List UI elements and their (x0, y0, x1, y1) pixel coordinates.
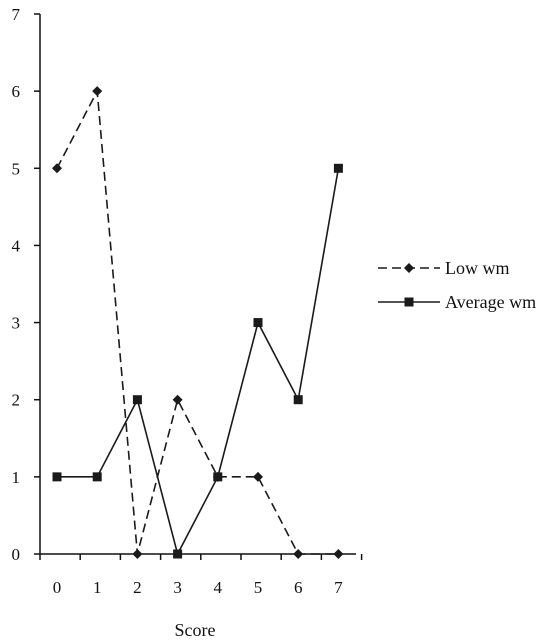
x-tick-label: 3 (173, 578, 182, 597)
data-point (293, 549, 304, 559)
series-line (56, 88, 339, 555)
data-point (253, 471, 263, 482)
x-axis-ticks: 0 1 2 3 4 5 6 7 (39, 554, 363, 597)
y-tick-label: 3 (12, 314, 21, 333)
legend-label: Low wm (445, 258, 510, 278)
legend-label: Average wm (445, 292, 536, 312)
y-tick-label: 0 (12, 545, 21, 564)
y-tick-label: 2 (12, 391, 21, 410)
x-tick-label: 6 (294, 578, 303, 597)
data-point (52, 472, 62, 482)
data-point (293, 395, 303, 405)
series-layer (52, 86, 344, 559)
x-tick-label: 5 (254, 578, 263, 597)
legend-marker (404, 263, 414, 273)
data-point (253, 318, 263, 328)
x-tick-label: 2 (133, 578, 142, 597)
data-point (52, 163, 62, 174)
legend-marker (404, 297, 414, 307)
y-axis-ticks: 0 1 2 3 4 5 6 7 (12, 5, 40, 564)
data-point (213, 472, 223, 482)
y-tick-label: 7 (12, 5, 21, 24)
data-point (333, 549, 344, 559)
x-tick-label: 1 (93, 578, 102, 597)
series-line (57, 168, 340, 557)
x-tick-label: 4 (214, 578, 223, 597)
data-point (173, 549, 183, 559)
legend-item: Low wm (378, 258, 510, 278)
axes (39, 14, 356, 555)
data-point (92, 86, 103, 97)
x-tick-label: 7 (334, 578, 343, 597)
y-tick-label: 1 (12, 468, 21, 487)
data-point (172, 394, 183, 405)
data-point (333, 163, 343, 173)
legend: Low wm Average wm (378, 258, 536, 312)
series-low-wm (52, 86, 344, 559)
y-tick-label: 5 (12, 159, 21, 178)
x-axis-title: Score (175, 620, 216, 640)
legend-item: Average wm (378, 292, 536, 312)
y-tick-label: 6 (12, 82, 21, 101)
y-tick-label: 4 (12, 236, 21, 255)
series-average-wm (52, 163, 343, 559)
data-point (132, 549, 143, 559)
data-point (92, 472, 102, 482)
data-point (132, 395, 142, 405)
x-tick-label: 0 (53, 578, 62, 597)
